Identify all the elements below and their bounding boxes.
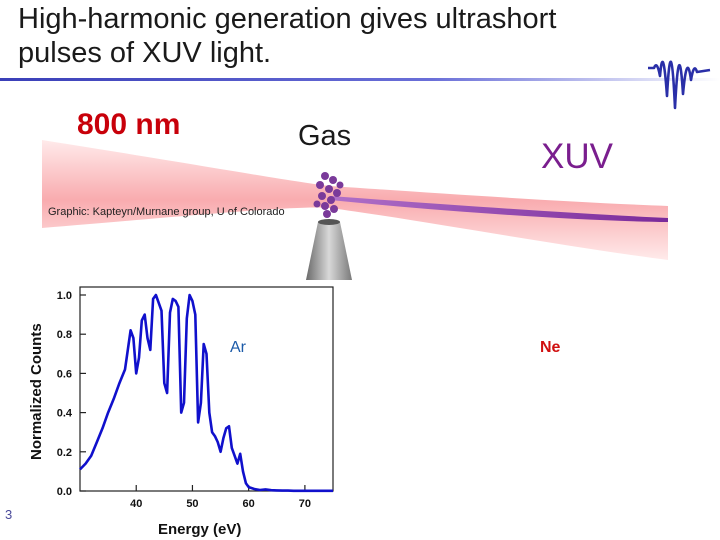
- y-tick-label: 0.0: [57, 486, 72, 498]
- xuv-label: XUV: [541, 137, 613, 176]
- y-axis-title: Normalized Counts: [28, 323, 45, 460]
- x-ticks: 40 50 60 70: [130, 485, 311, 510]
- y-tick-label: 0.6: [57, 368, 72, 380]
- title-divider: [0, 78, 720, 81]
- x-tick-label: 50: [186, 498, 198, 510]
- x-tick-label: 70: [299, 498, 311, 510]
- slide-title: High-harmonic generation gives ultrashor…: [18, 3, 557, 69]
- y-tick-label: 0.4: [57, 408, 73, 420]
- y-tick-label: 1.0: [57, 290, 72, 302]
- wavelength-label: 800 nm: [77, 108, 181, 141]
- x-tick-label: 40: [130, 498, 142, 510]
- graphic-credit: Graphic: Kapteyn/Murnane group, U of Col…: [48, 206, 285, 218]
- y-tick-label: 0.2: [57, 447, 72, 459]
- y-ticks: 0.0 0.2 0.4 0.6 0.8 1.0: [57, 290, 86, 498]
- x-axis-title: Energy (eV): [158, 521, 241, 538]
- ar-label: Ar: [230, 339, 246, 356]
- ne-label: Ne: [540, 339, 561, 356]
- ar-spectrum-line: [79, 293, 333, 493]
- plot-frame: [79, 286, 334, 492]
- y-tick-label: 0.8: [57, 329, 72, 341]
- x-tick-label: 60: [243, 498, 255, 510]
- gas-label: Gas: [298, 120, 352, 152]
- page-number: 3: [5, 507, 13, 522]
